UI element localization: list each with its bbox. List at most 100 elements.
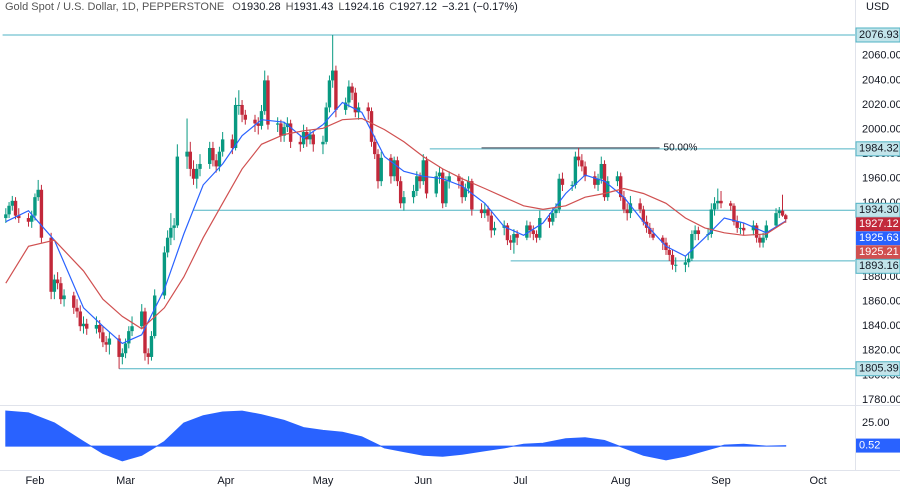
candle-body xyxy=(732,205,736,222)
candle-body xyxy=(214,160,218,167)
candle-body xyxy=(615,176,620,182)
candle-body xyxy=(576,156,581,161)
candle-body xyxy=(777,210,781,214)
candle-body xyxy=(240,104,244,115)
candle-body xyxy=(72,295,76,308)
y-tick-label: 2060.00 xyxy=(862,50,900,62)
candle-body xyxy=(230,139,235,148)
candle-body xyxy=(738,227,743,229)
y-tick-label: 1820.00 xyxy=(862,345,900,357)
candle-body xyxy=(758,237,762,243)
candle-body xyxy=(554,209,558,214)
candle-body xyxy=(538,218,542,238)
candle-body xyxy=(152,295,157,337)
candle-body xyxy=(437,172,442,177)
candle-body xyxy=(311,134,315,145)
candle-body xyxy=(693,230,697,235)
candle-body xyxy=(263,80,267,112)
candle-body xyxy=(369,111,374,142)
axis-area: FebMarAprMayJunJulAugSepOct1780.001800.0… xyxy=(25,1,900,487)
candle-body xyxy=(117,338,121,357)
candle-body xyxy=(169,227,173,238)
oscillator-area xyxy=(5,410,787,462)
candle-body xyxy=(622,197,626,210)
candle-body xyxy=(761,237,765,243)
candle-body xyxy=(638,203,642,210)
candle-body xyxy=(489,215,493,231)
candle-body xyxy=(373,141,377,155)
candle-body xyxy=(120,353,125,357)
price-label-box xyxy=(856,245,900,260)
candle-body xyxy=(321,141,325,145)
price-label-box xyxy=(855,141,900,157)
candle-body xyxy=(596,178,600,185)
candle-body xyxy=(741,227,746,231)
candle-body xyxy=(104,342,108,345)
candle-body xyxy=(602,163,607,198)
candle-body xyxy=(101,332,105,343)
x-tick-label: Apr xyxy=(217,475,234,487)
candle-body xyxy=(606,181,610,198)
ohlc-value: 1930.28 xyxy=(241,1,281,13)
ohlc-key: L xyxy=(338,1,344,13)
change-value: −3.21 (−0.17%) xyxy=(442,1,518,13)
x-tick-label: Mar xyxy=(116,475,135,487)
x-tick-label: Aug xyxy=(611,475,631,487)
price-label-bg xyxy=(856,203,900,218)
candle-body xyxy=(411,191,416,198)
y-tick-label: 2040.00 xyxy=(862,74,900,86)
candle-body xyxy=(298,141,303,145)
candle-body xyxy=(651,234,655,238)
candle-body xyxy=(457,176,461,182)
candle-body xyxy=(570,184,574,186)
candle-body xyxy=(735,221,739,228)
candle-body xyxy=(486,209,490,216)
x-tick-label: May xyxy=(313,475,334,487)
candle-body xyxy=(729,203,733,206)
candle-body xyxy=(661,237,665,243)
candle-body xyxy=(52,279,57,292)
fib-label: 50.00% xyxy=(664,142,698,153)
x-tick-label: Jul xyxy=(513,475,527,487)
candle-body xyxy=(208,147,212,164)
candle-body xyxy=(308,134,312,140)
candle-body xyxy=(415,176,419,192)
candle-body xyxy=(7,205,11,215)
candle-body xyxy=(696,230,701,235)
ohlc-key: O xyxy=(232,1,241,13)
candle-body xyxy=(751,225,756,231)
candle-body xyxy=(573,156,578,185)
candle-body xyxy=(130,326,134,332)
candle-body xyxy=(62,295,66,300)
plot-area: 50.00% xyxy=(2,34,855,462)
candle-body xyxy=(256,123,260,126)
y-tick-label: 25.00 xyxy=(862,417,890,429)
candle-body xyxy=(628,203,633,214)
candle-body xyxy=(483,209,487,214)
candle-body xyxy=(534,234,539,238)
candle-body xyxy=(392,160,396,177)
candle-body xyxy=(356,107,361,113)
candle-body xyxy=(441,172,445,204)
candle-body xyxy=(470,181,474,210)
price-label: 2076.93 xyxy=(859,29,899,41)
y-tick-label: 1840.00 xyxy=(862,320,900,332)
price-label-bg xyxy=(856,141,900,156)
candle-body xyxy=(175,156,180,226)
header: Gold Spot / U.S. Dollar, 1D, PEPPERSTONE… xyxy=(5,1,518,13)
candle-body xyxy=(719,200,723,204)
candle-body xyxy=(528,225,532,231)
price-label-bg xyxy=(856,361,900,376)
candle-body xyxy=(466,181,471,189)
candle-body xyxy=(237,104,241,106)
candle-body xyxy=(146,353,150,357)
candle-body xyxy=(709,209,714,235)
candle-body xyxy=(366,107,370,112)
candle-body xyxy=(754,225,759,238)
candle-body xyxy=(259,111,264,126)
y-tick-label: 1960.00 xyxy=(862,173,900,185)
price-label: 1925.21 xyxy=(859,246,899,258)
candle-body xyxy=(774,213,778,226)
